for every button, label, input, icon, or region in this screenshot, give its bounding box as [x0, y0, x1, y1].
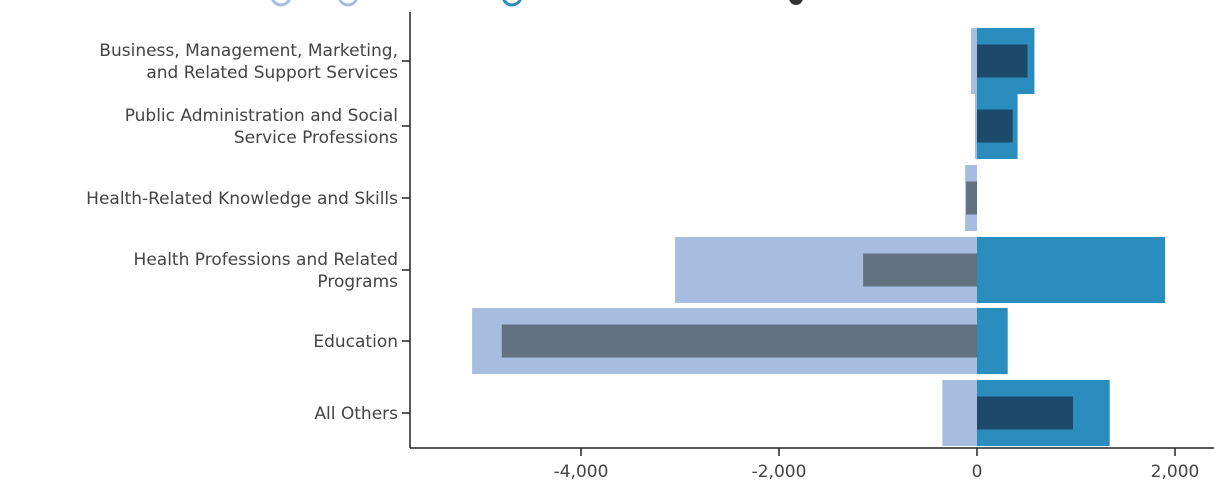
bar-net-decrease-2: [966, 181, 977, 215]
x-tick-label-1: -2,000: [752, 462, 807, 482]
bar-net-increase-0: [977, 44, 1028, 78]
legend-marker-2: [502, 0, 522, 7]
bar-decrease-5: [942, 380, 977, 446]
legend-marker-1: [338, 0, 358, 7]
axes: [402, 12, 1214, 449]
bar-decrease-1: [975, 93, 977, 159]
category-label-3-0: Health Professions and Related: [134, 250, 398, 270]
category-label-0-0: Business, Management, Marketing,: [99, 41, 398, 61]
category-label-1-1: Service Professions: [234, 128, 398, 148]
legend-marker-0: [271, 0, 291, 7]
legend: [271, 0, 803, 7]
category-label-2-0: Health-Related Knowledge and Skills: [86, 189, 398, 209]
bar-net-increase-5: [977, 396, 1074, 430]
category-label-4-0: Education: [313, 332, 398, 352]
x-axis-ticks: -4,000 -2,000 0 2,000: [554, 448, 1200, 482]
category-labels: Business, Management, Marketing,and Rela…: [86, 41, 398, 424]
category-label-0-1: and Related Support Services: [146, 63, 398, 83]
x-tick-label-0: -4,000: [554, 462, 609, 482]
bar-net-decrease-4: [501, 324, 977, 358]
bar-net-increase-1: [977, 109, 1013, 143]
legend-marker-dark: [789, 0, 803, 5]
bar-net-decrease-3: [863, 253, 977, 287]
x-tick-label-2: 0: [972, 462, 983, 482]
bar-decrease-0: [971, 28, 977, 94]
category-label-1-0: Public Administration and Social: [125, 106, 398, 126]
bars: [472, 28, 1166, 446]
x-tick-label-3: 2,000: [1151, 462, 1200, 482]
category-label-3-1: Programs: [317, 272, 398, 292]
bar-increase-3: [977, 237, 1166, 303]
bar-increase-4: [977, 308, 1008, 374]
category-label-5-0: All Others: [314, 404, 398, 424]
